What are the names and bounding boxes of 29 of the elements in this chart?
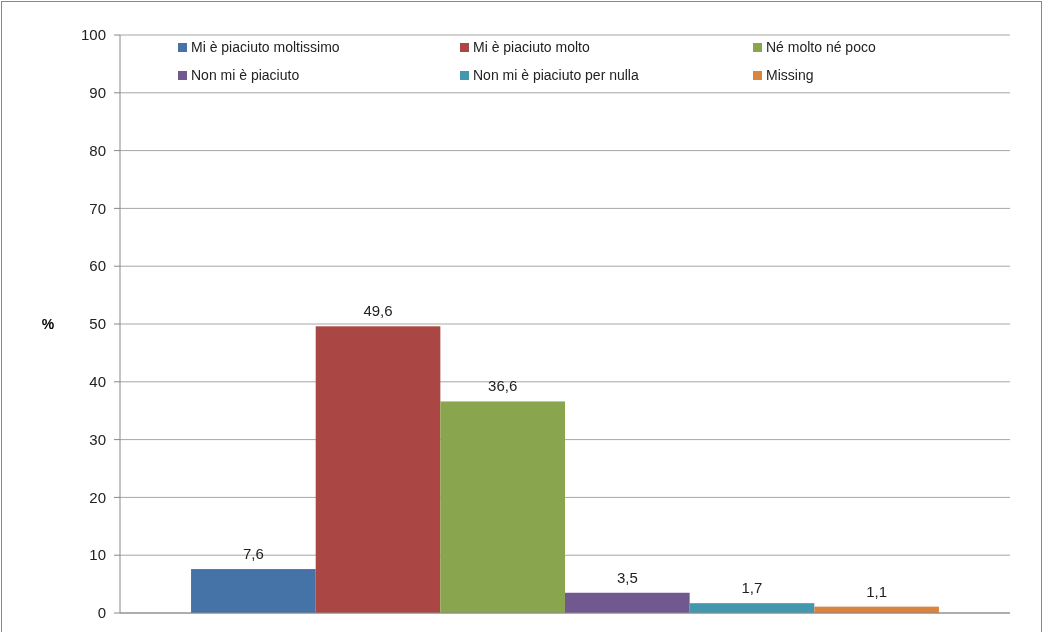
y-tick-label: 30	[89, 430, 106, 448]
bar	[689, 603, 815, 613]
data-label: 49,6	[363, 302, 393, 320]
data-label: 3,5	[616, 568, 638, 586]
y-tick-label: 10	[89, 546, 106, 564]
legend-label: Missing	[766, 66, 814, 83]
bar	[565, 592, 690, 613]
y-tick-label: 70	[89, 199, 106, 217]
legend-label: Non mi è piaciuto per nulla	[473, 66, 639, 83]
bar	[315, 326, 441, 613]
data-label: 1,7	[741, 579, 763, 597]
y-tick-label: 100	[80, 26, 106, 44]
y-tick-label: 20	[89, 488, 106, 506]
data-label: 36,6	[488, 377, 518, 395]
legend-label: Mi è piaciuto molto	[473, 38, 590, 55]
legend-label: Non mi è piaciuto	[191, 66, 300, 83]
data-label: 1,1	[866, 582, 888, 600]
legend-label: Mi è piaciuto moltissimo	[191, 38, 340, 55]
bar	[440, 401, 565, 613]
y-tick-label: 60	[89, 257, 106, 275]
y-tick-label: 50	[89, 315, 106, 333]
y-tick-label: 0	[97, 604, 106, 622]
y-axis-title: %	[41, 315, 55, 332]
data-label: 7,6	[242, 545, 264, 563]
y-tick-label: 90	[89, 84, 106, 102]
y-tick-label: 80	[89, 141, 106, 159]
legend-label: Né molto né poco	[766, 38, 876, 55]
y-tick-label: 40	[89, 373, 106, 391]
bar	[191, 569, 316, 613]
